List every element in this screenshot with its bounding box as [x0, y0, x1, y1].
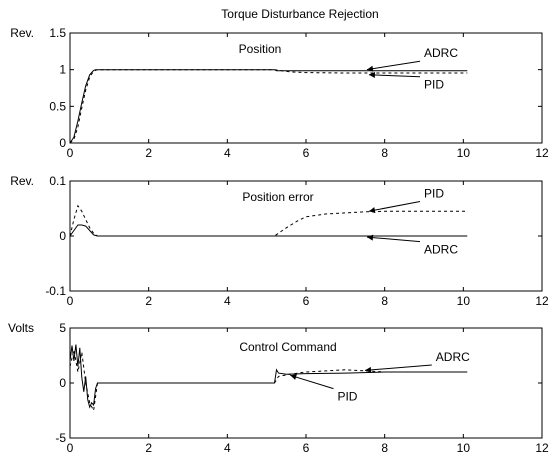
position-error-ytick-label: 0 [59, 229, 66, 243]
position-error-ytick-label: -0.1 [45, 284, 66, 298]
control-command-xtick-label: 2 [145, 441, 152, 455]
position-error-xtick-label: 4 [224, 294, 231, 308]
position-ytick-label: 1.5 [49, 26, 66, 40]
control-command-xtick-label: 8 [381, 441, 388, 455]
control-command-panel-title: Control Command [239, 340, 336, 354]
position-error-annotation-arrow [366, 236, 421, 243]
position-xtick-label: 6 [303, 146, 310, 160]
position-annotation-arrowhead [366, 65, 374, 72]
position-ytick-label: 1 [59, 63, 66, 77]
position-annotation-arrow [368, 74, 421, 78]
position-ytick-label: 0 [59, 136, 66, 150]
subplot-position: 0 2 4 6 8 10 12 0 0.5 1 1.5 Rev. Position ADRC PID [10, 26, 549, 160]
control-command-ytick-label: -5 [55, 431, 66, 445]
position-series-adrc [69, 69, 468, 144]
position-annotation-arrow [366, 60, 421, 71]
position-panel-title: Position [239, 42, 282, 56]
control-command-series-adrc [69, 344, 468, 409]
position-annotation-label: ADRC [424, 46, 458, 60]
position-error-xtick-label: 12 [535, 294, 549, 308]
control-command-ytick-label: 5 [59, 321, 66, 335]
position-annotation-arrowhead [368, 72, 376, 79]
position-error-ytick-label: 0.1 [49, 174, 66, 188]
control-command-ylabel: Volts [8, 321, 34, 335]
position-error-annotation-arrowhead [368, 207, 376, 214]
control-command-annotation-arrow [364, 364, 432, 371]
position-error-panel-title: Position error [242, 190, 313, 204]
position-error-xtick-label: 0 [67, 294, 74, 308]
position-xtick-label: 8 [381, 146, 388, 160]
control-command-annotation-label: PID [337, 390, 357, 404]
position-error-xtick-label: 8 [381, 294, 388, 308]
position-error-annotation-arrow [368, 201, 421, 212]
position-series-pid [69, 69, 468, 144]
position-error-annotation-arrowhead [366, 234, 374, 241]
position-xtick-label: 4 [224, 146, 231, 160]
figure-title: Torque Disturbance Rejection [221, 7, 378, 21]
control-command-xtick-label: 0 [67, 441, 74, 455]
position-xtick-label: 2 [145, 146, 152, 160]
position-error-annotation-label: ADRC [424, 243, 458, 257]
control-command-xtick-label: 4 [224, 441, 231, 455]
position-error-xtick-label: 10 [457, 294, 471, 308]
control-command-annotation-label: ADRC [436, 350, 470, 364]
position-error-annotation-label: PID [424, 187, 444, 201]
control-command-annotation-arrow [290, 374, 334, 390]
position-error-xtick-label: 6 [303, 294, 310, 308]
control-command-xtick-label: 10 [457, 441, 471, 455]
control-command-xtick-label: 12 [535, 441, 549, 455]
control-command-ytick-label: 0 [59, 376, 66, 390]
position-xtick-label: 12 [535, 146, 549, 160]
position-annotation-label: PID [424, 78, 444, 92]
control-command-annotation-arrowhead [290, 374, 297, 380]
position-xtick-label: 0 [67, 146, 74, 160]
position-error-series-pid [69, 204, 468, 237]
position-error-series-adrc [69, 224, 468, 237]
control-command-series-pid [69, 349, 468, 413]
position-xtick-label: 10 [457, 146, 471, 160]
control-command-xtick-label: 6 [303, 441, 310, 455]
position-axes-frame [69, 32, 543, 144]
position-ytick-label: 0.5 [49, 99, 66, 113]
control-command-annotation-arrowhead [365, 366, 372, 373]
position-error-ylabel: Rev. [10, 174, 34, 188]
position-ylabel: Rev. [10, 26, 34, 40]
position-error-xtick-label: 2 [145, 294, 152, 308]
